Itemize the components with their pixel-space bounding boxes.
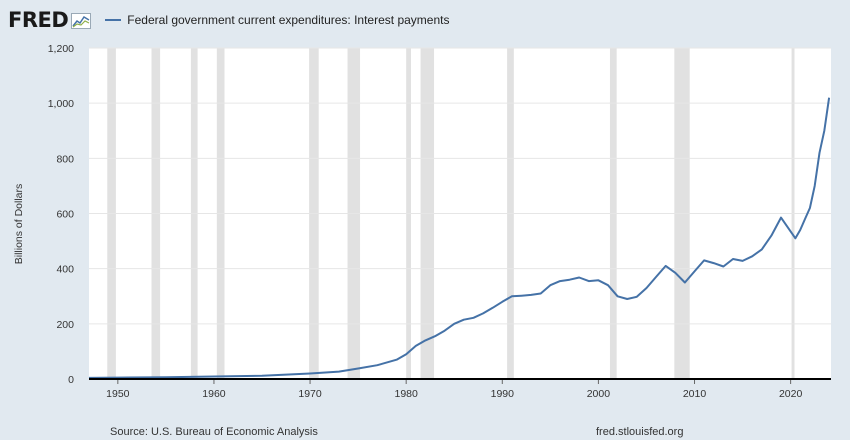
series-line-interest-payments[interactable] <box>88 97 831 379</box>
x-tick-label: 1950 <box>106 388 130 400</box>
x-tick-label: 1990 <box>491 388 515 400</box>
chart-legend[interactable]: Federal government current expenditures:… <box>105 13 449 27</box>
legend-label: Federal government current expenditures:… <box>127 13 450 27</box>
y-tick-label: 1,000 <box>48 98 74 110</box>
y-tick-label: 200 <box>56 319 74 331</box>
y-axis-label: Billions of Dollars <box>13 184 25 265</box>
gridlines <box>89 47 831 325</box>
y-axis: 0 200 400 600 800 1,000 1,200 <box>48 43 74 386</box>
trend-chart-icon <box>71 13 92 29</box>
x-tick-label: 1980 <box>394 388 418 400</box>
y-tick-label: 1,200 <box>48 43 74 55</box>
legend-swatch <box>105 19 122 21</box>
x-tick-label: 1960 <box>202 388 226 400</box>
fred-url-link[interactable]: fred.stlouisfed.org <box>596 426 684 438</box>
x-tick-label: 1970 <box>298 388 322 400</box>
x-tick-label: 2010 <box>683 388 707 400</box>
y-tick-label: 800 <box>56 153 74 165</box>
y-tick-label: 0 <box>68 374 74 386</box>
y-tick-label: 400 <box>56 264 74 276</box>
x-axis: 1950 1960 1970 1980 1990 2000 2010 2020 <box>106 379 802 400</box>
fred-logo[interactable]: FRED <box>8 8 69 32</box>
y-tick-label: 600 <box>56 209 74 221</box>
chart-header: FRED Federal government current expendit… <box>8 6 449 34</box>
x-tick-label: 2020 <box>779 388 803 400</box>
source-note: Source: U.S. Bureau of Economic Analysis <box>110 426 318 438</box>
x-tick-label: 2000 <box>587 388 611 400</box>
